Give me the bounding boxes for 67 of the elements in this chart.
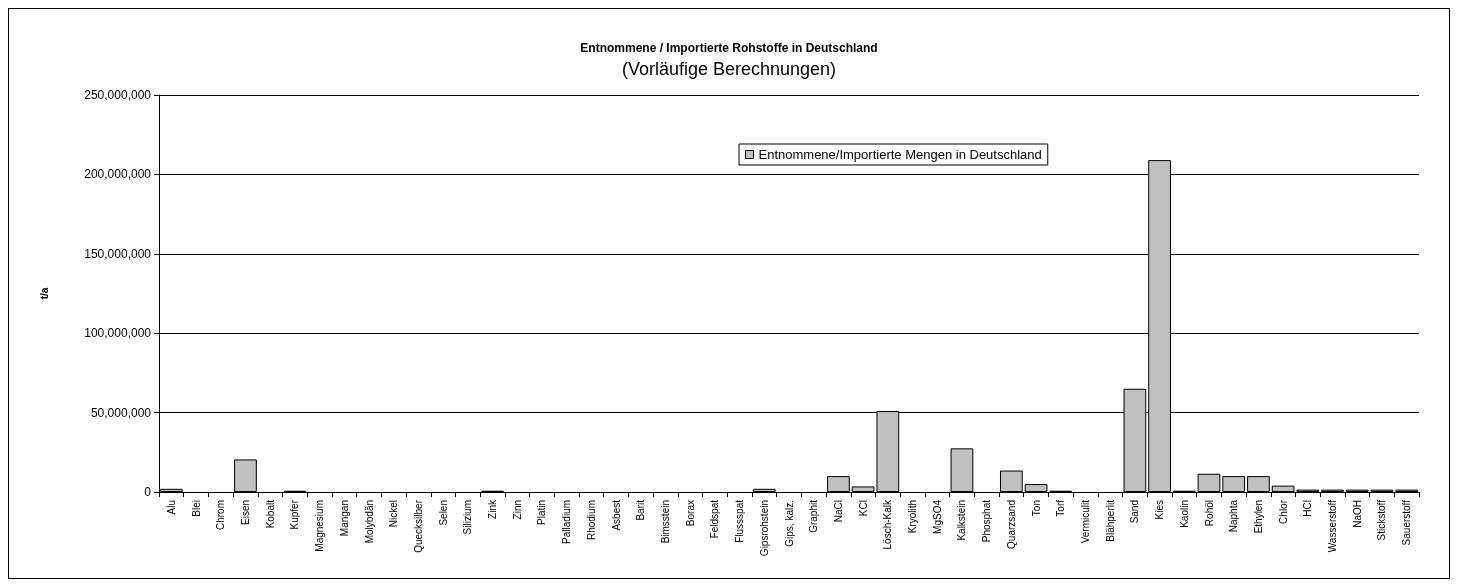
x-tick-label: Kaolin [1178,500,1190,528]
y-tick-label: 250,000,000 [84,88,152,102]
x-tick-label: Kobalt [264,499,276,529]
x-tick-label: KCl [857,500,869,517]
x-tick-label: HCl [1302,500,1314,517]
x-tick-label: Palladium [561,500,573,544]
x-tick-label: Zink [487,499,499,519]
bar [950,448,974,492]
x-tick-label: Sauerstoff [1401,499,1413,546]
x-tick-label: Graphit [808,499,820,533]
x-tick-label: NaOH [1351,500,1363,528]
x-tick-label: Molybdän [363,500,375,544]
bar [234,459,257,492]
x-tick-label: Quecksilber [412,499,424,553]
x-tick-label: MgSO4 [931,499,943,534]
x-tick-label: Blähperlit [1104,499,1116,542]
x-tick-label: Rhodium [585,500,597,541]
x-tick-label: Chrom [215,500,227,531]
x-tick-label: Sand [1129,500,1141,524]
x-tick-label: Chlor [1277,499,1289,524]
y-tick-label: 100,000,000 [84,326,152,341]
x-tick-label: Blei [190,500,202,517]
x-tick-label: Bimsstein [659,500,671,544]
x-tick-label: Barit [635,499,647,521]
x-tick-label: Kryolith [907,500,919,534]
x-tick-label: Borax [684,500,696,527]
x-tick-label: NaCl [832,500,844,523]
x-tick-label: Kupfer [289,499,301,530]
x-tick-label: Stickstoff [1376,499,1388,541]
bar [752,488,776,492]
x-tick-label: Mangan [338,500,350,537]
chart-title: Entnommene / Importierte Rohstoffe in Deutschland [580,41,878,55]
x-tick-label: Alu [165,500,177,515]
y-tick-label: 50,000,000 [90,405,152,420]
bar [827,476,850,492]
y-axis-title: t/a [38,287,50,300]
x-tick-label: Torf [1055,499,1067,517]
y-tick-label: 200,000,000 [84,167,152,182]
x-tick-label: Magnesium [314,500,326,552]
x-tick-label: Flussspat [734,499,746,543]
x-tick-label: Ethylen [1252,500,1264,534]
x-tick-label: Eisen [239,500,251,526]
x-tick-label: Rohöl [1203,500,1215,527]
x-tick-label: Platin [536,500,548,526]
x-tick-label: Gips, kalz. [783,500,795,547]
chart-subtitle: (Vorläufige Berechnungen) [621,59,837,79]
x-tick-label: Selen [437,500,449,526]
x-tick-label: Gipsrohstein [758,500,770,557]
bar [1247,476,1270,492]
y-tick-label: 150,000,000 [84,246,152,261]
x-tick-label: Lösch-Kalk [882,499,894,550]
x-tick-label: Feldspat [709,499,721,539]
x-tick-label: Naphta [1228,499,1240,533]
x-tick-label: Wasserstoff [1327,499,1339,553]
x-tick-label: Phosphat [981,499,993,543]
bar [999,470,1023,492]
y-tick-label: 0 [144,485,152,499]
x-tick-label: Silizium [462,500,474,535]
legend-label: Entnommene/Importierte Mengen in Deutschland [758,147,1042,162]
x-tick-label: Kalkstein [956,500,968,541]
x-tick-label: Zinn [511,500,523,520]
x-tick-label: Vermiculit [1079,499,1091,544]
x-tick-label: Quarzsand [1005,500,1017,549]
x-tick-label: Nickel [388,500,400,528]
x-tick-label: Asbest [610,499,622,531]
x-tick-label: Kies [1154,500,1166,520]
x-tick-label: Ton [1030,500,1042,517]
